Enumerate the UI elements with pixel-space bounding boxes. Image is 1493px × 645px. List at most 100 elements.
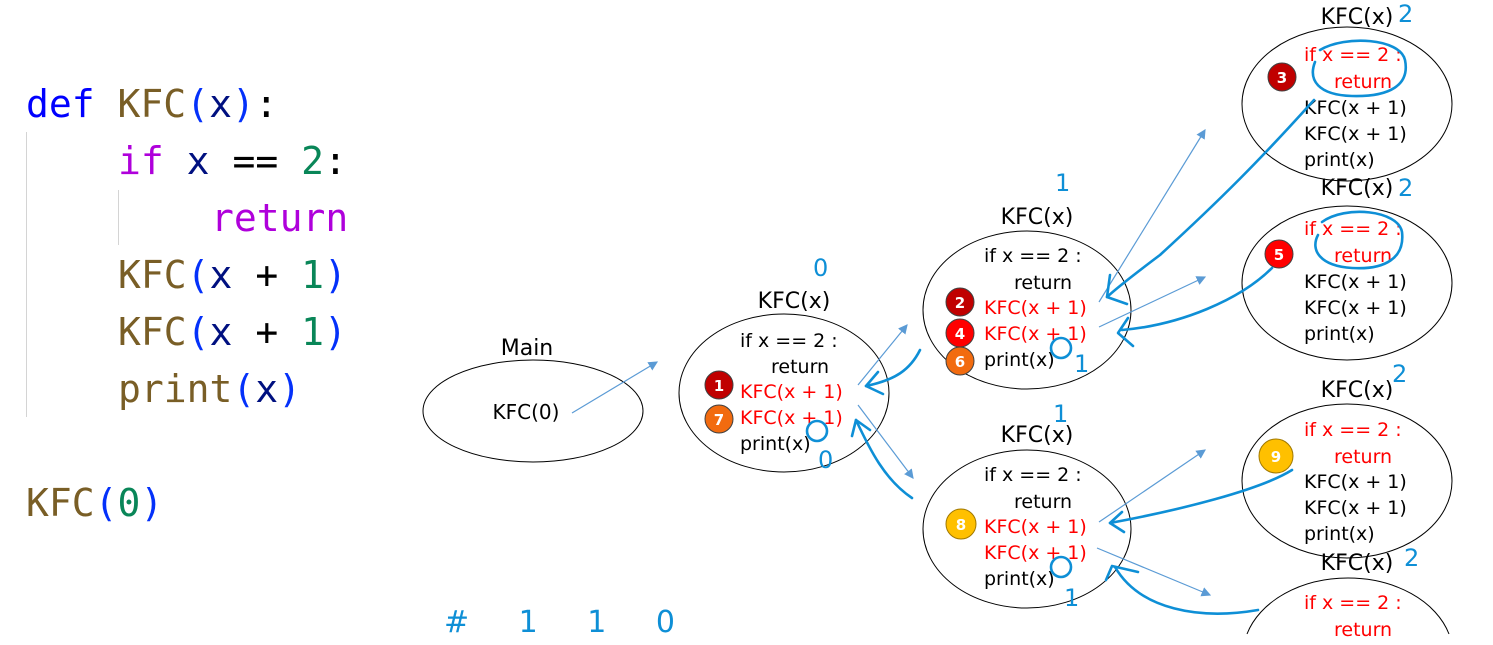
step-3-label: 3: [1277, 69, 1287, 87]
return-stroke-1b-to-0: [854, 418, 914, 500]
return-head-2d-to-1b: [1104, 564, 1140, 582]
return-head-1a-to-0: [864, 370, 885, 396]
code-line-call-1: KFC(x + 1): [118, 253, 347, 297]
arrow-1a-to-2a: [1098, 128, 1206, 303]
node-2a-return: return: [1334, 71, 1392, 93]
arrow-1b-to-2c: [1098, 449, 1206, 523]
node-1b-if: if x == 2 :: [984, 464, 1082, 486]
node-1a-title: KFC(x): [1001, 205, 1074, 230]
circled-print-0: [805, 419, 829, 443]
node-2a-ellipse: [1241, 26, 1453, 182]
depth-label-1b: 1: [1053, 400, 1068, 428]
node-1a-call-2: KFC(x + 1): [984, 323, 1087, 345]
node-2c-print: print(x): [1304, 523, 1375, 545]
step-5-circle: [1264, 239, 1294, 269]
node-2a-title: KFC(x): [1321, 5, 1394, 30]
arrow-1b-to-2d: [1096, 547, 1212, 597]
arrow-0-to-1b: [857, 404, 914, 479]
node-2b-call-2: KFC(x + 1): [1304, 297, 1407, 319]
node-1a-if: if x == 2 :: [984, 245, 1082, 267]
node-1b-ellipse: [922, 449, 1132, 609]
node-2b-print: print(x): [1304, 323, 1375, 345]
node-0-call-2: KFC(x + 1): [740, 407, 843, 429]
depth-label-1a: 1: [1055, 169, 1070, 197]
step-2-circle: [945, 287, 975, 317]
step-5-label: 5: [1274, 246, 1284, 264]
node-2c-title: KFC(x): [1321, 378, 1394, 403]
step-9-label: 9: [1271, 448, 1281, 466]
node-1a-ellipse: [922, 230, 1132, 390]
circle-return-2b: [1314, 210, 1404, 270]
x-value-0: 0: [818, 446, 833, 474]
node-2d-return: return: [1334, 619, 1392, 641]
main-call-text: KFC(0): [493, 400, 560, 424]
step-6-label: 6: [955, 353, 965, 371]
node-2a-call-1: KFC(x + 1): [1304, 97, 1407, 119]
node-2d-title: KFC(x): [1321, 551, 1394, 576]
node-2b-if: if x == 2 :: [1304, 218, 1402, 240]
step-8-label: 8: [956, 516, 966, 534]
arrow-main-to-0: [571, 361, 659, 414]
output-result: # 1 1 0: [444, 605, 695, 640]
code-line-return: return: [211, 196, 349, 240]
arrow-1a-to-2b: [1098, 276, 1207, 328]
return-head-2c-to-1b: [1108, 510, 1126, 534]
step-3-circle: [1267, 62, 1297, 92]
code-line-main-call: KFC(0): [26, 481, 164, 525]
return-stroke-2b-to-1a: [1120, 266, 1274, 332]
node-1b-return: return: [1014, 491, 1072, 513]
step-1-label: 1: [714, 377, 724, 395]
node-1a-call-1: KFC(x + 1): [984, 297, 1087, 319]
node-2b-ellipse: [1241, 205, 1453, 361]
code-line-if: if x == 2:: [118, 139, 347, 183]
x-value-1b: 1: [1064, 584, 1079, 612]
x-value-1a: 1: [1074, 350, 1089, 378]
node-1a-return: return: [1014, 272, 1072, 294]
indent-guide-inner: [118, 190, 119, 245]
node-0-if: if x == 2 :: [740, 330, 838, 352]
node-0-call-1: KFC(x + 1): [740, 381, 843, 403]
node-2c-call-2: KFC(x + 1): [1304, 497, 1407, 519]
node-2a-call-2: KFC(x + 1): [1304, 123, 1407, 145]
node-0-return: return: [771, 356, 829, 378]
node-1b-print: print(x): [984, 568, 1055, 590]
code-line-print: print(x): [118, 367, 302, 411]
node-0-title: KFC(x): [758, 289, 831, 314]
code-line-def: def KFC(x):: [26, 82, 278, 126]
depth-label-2c: 2: [1392, 360, 1407, 388]
depth-label-2a: 2: [1398, 0, 1413, 28]
circle-return-2a: [1311, 39, 1408, 98]
arrow-0-to-1a: [857, 324, 908, 386]
indent-guide: [26, 132, 27, 417]
node-1b-call-1: KFC(x + 1): [984, 516, 1087, 538]
step-7-circle: [704, 404, 734, 434]
step-6-circle: [945, 346, 975, 376]
main-title: Main: [501, 336, 554, 361]
step-9-circle: [1258, 438, 1294, 474]
node-2c-call-1: KFC(x + 1): [1304, 471, 1407, 493]
depth-label-0: 0: [813, 254, 828, 282]
node-2b-call-1: KFC(x + 1): [1304, 271, 1407, 293]
node-1b-call-2: KFC(x + 1): [984, 542, 1087, 564]
node-2a-print: print(x): [1304, 149, 1375, 171]
step-markers: 1 7 2 4 6 3 5 8 9: [704, 62, 1297, 540]
step-2-label: 2: [955, 294, 965, 312]
node-0-ellipse: [678, 313, 890, 473]
step-8-circle: [945, 508, 977, 540]
return-head-1b-to-0: [850, 418, 872, 438]
node-2b-title: KFC(x): [1321, 176, 1394, 201]
depth-label-2b: 2: [1398, 174, 1413, 202]
depth-label-2d: 2: [1404, 544, 1419, 572]
node-1b-title: KFC(x): [1001, 423, 1074, 448]
node-2c-if: if x == 2 :: [1304, 419, 1402, 441]
main-ellipse: [422, 359, 644, 463]
return-stroke-1a-to-0: [864, 348, 922, 388]
node-2d-ellipse-arc: [1246, 577, 1450, 635]
node-0-print: print(x): [740, 433, 811, 455]
node-2c-return: return: [1334, 446, 1392, 468]
return-stroke-2a-to-1a: [1105, 98, 1316, 299]
return-head-2b-to-1a: [1116, 316, 1135, 348]
step-7-label: 7: [714, 411, 724, 429]
node-2a-if: if x == 2 :: [1304, 44, 1402, 66]
